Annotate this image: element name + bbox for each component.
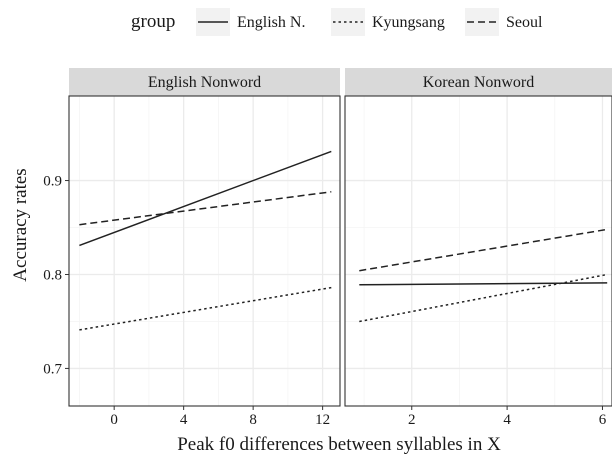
panel-korean-nonword: Korean Nonword 2 4 6 [345,68,612,428]
x-tick-label: 6 [599,412,607,428]
legend-key-background [331,8,365,36]
legend-label: English N. [237,14,305,31]
series-line-english-n [79,151,331,245]
panel-title: English Nonword [148,74,261,91]
series-line-kyungsang [79,288,331,330]
y-tick-label: 0.9 [43,174,62,190]
x-tick-label: 12 [315,412,330,428]
x-tick-label: 4 [180,412,188,428]
x-axis-label: Peak f0 differences between syllables in… [177,434,501,455]
panel-border [69,96,340,406]
legend-label: Kyungsang [372,14,445,31]
panel-english-nonword: English Nonword 0 4 8 12 0.7 0.8 0.9 [43,68,340,428]
legend-label: Seoul [506,14,543,31]
x-tick-label: 0 [110,412,118,428]
x-tick-label: 4 [503,412,511,428]
series-line-kyungsang [359,275,607,322]
y-axis-label: Accuracy rates [10,168,31,281]
x-tick-label: 8 [249,412,257,428]
legend: group English N. Kyungsang Seoul [131,8,543,36]
panel-grid [69,96,340,406]
panel-border [345,96,612,406]
series-line-seoul [79,192,331,225]
x-tick-label: 2 [408,412,416,428]
series-line-english-n [359,283,607,285]
panel-title: Korean Nonword [423,74,535,91]
y-tick-label: 0.8 [43,267,62,283]
y-tick-label: 0.7 [43,361,62,377]
legend-entry-kyungsang: Kyungsang [331,8,445,36]
legend-title: group [131,11,175,32]
series-line-seoul [359,229,607,270]
legend-entry-seoul: Seoul [465,8,543,36]
panel-grid [345,96,612,406]
legend-entry-english-n: English N. [196,8,305,36]
